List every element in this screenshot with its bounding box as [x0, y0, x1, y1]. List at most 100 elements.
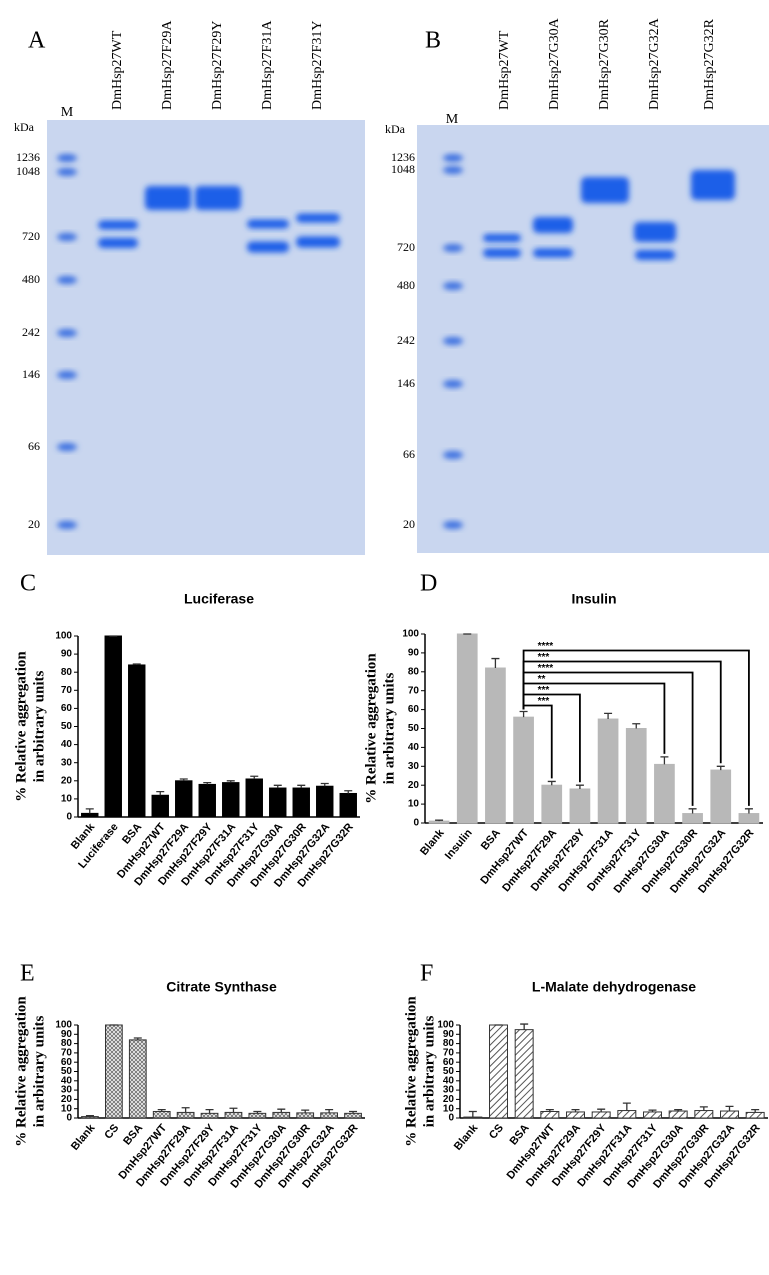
x-tick-label: CS — [102, 1122, 121, 1141]
marker-lane-label: M — [61, 105, 74, 120]
significance-label: ** — [538, 674, 546, 685]
significance-label: **** — [538, 663, 554, 674]
y-axis-label: % Relative aggregation — [363, 653, 379, 804]
significance-label: *** — [538, 696, 550, 707]
panel-letter: C — [20, 571, 36, 597]
error-bar — [85, 1115, 94, 1117]
gel-band — [634, 222, 676, 242]
panel-letter: E — [20, 961, 35, 987]
bar — [296, 1112, 315, 1119]
error-bar — [349, 1110, 358, 1114]
error-bar — [519, 710, 528, 718]
y-tick-label: 50 — [61, 721, 73, 732]
bar — [643, 1111, 662, 1119]
bar — [320, 1112, 338, 1119]
y-tick-label: 100 — [55, 1020, 72, 1031]
error-bar — [229, 1107, 238, 1113]
gel-background — [47, 120, 365, 555]
marker-label: 20 — [28, 517, 40, 531]
marker-label: 242 — [397, 333, 415, 347]
gel-band — [533, 248, 573, 258]
error-bar — [132, 663, 141, 665]
bar — [245, 778, 263, 818]
bar — [104, 635, 122, 818]
significance-bracket — [522, 660, 722, 764]
y-tick-label: 70 — [443, 1048, 455, 1059]
marker-label: 720 — [397, 240, 415, 254]
error-bar — [674, 1108, 683, 1112]
error-bar — [660, 756, 669, 765]
bar — [200, 1112, 219, 1119]
ladder-band — [443, 380, 463, 388]
gel-band — [195, 186, 241, 210]
y-tick-label: 40 — [61, 1075, 73, 1086]
lane-label: DmHsp27F31Y — [310, 21, 325, 110]
bar — [292, 787, 310, 818]
error-bar — [133, 1037, 142, 1040]
bar — [541, 784, 563, 824]
y-tick-label: 20 — [443, 1094, 455, 1105]
ladder-band — [57, 276, 77, 284]
x-tick-label: Insulin — [443, 827, 475, 862]
marker-label: 146 — [397, 376, 415, 390]
gel-band — [145, 186, 191, 210]
marker-label: 480 — [22, 272, 40, 286]
y-tick-label: 20 — [408, 780, 420, 791]
y-tick-label: 50 — [61, 1066, 73, 1077]
ladder-band — [443, 244, 463, 252]
bar — [682, 813, 703, 824]
error-bar — [751, 1108, 760, 1113]
error-bar — [157, 1108, 166, 1112]
error-bar — [203, 781, 212, 785]
marker-label: 1236 — [391, 150, 415, 164]
ladder-band — [57, 329, 77, 337]
bar — [617, 1110, 637, 1119]
bar — [248, 1112, 267, 1119]
y-tick-label: 70 — [408, 685, 420, 696]
bar — [176, 1111, 195, 1119]
chart-title: Citrate Synthase — [166, 979, 277, 995]
y-tick-label: 0 — [413, 818, 419, 829]
gel-band — [635, 250, 675, 260]
marker-label: 1236 — [16, 150, 40, 164]
bar — [128, 664, 146, 818]
y-tick-label: 10 — [408, 799, 420, 810]
y-axis-label: in arbitrary units — [31, 671, 47, 783]
error-bar — [226, 780, 235, 783]
bar — [720, 1110, 739, 1119]
bar — [489, 1024, 508, 1119]
y-tick-label: 80 — [61, 667, 73, 678]
error-bar — [297, 784, 306, 789]
bar — [540, 1110, 560, 1119]
y-tick-label: 80 — [443, 1038, 455, 1049]
ladder-band — [443, 451, 463, 459]
marker-label: 720 — [22, 229, 40, 243]
marker-label: 1048 — [391, 162, 415, 176]
panel-letter: B — [425, 28, 441, 54]
error-bar — [699, 1106, 708, 1111]
bar — [316, 785, 334, 818]
bar — [81, 1116, 99, 1119]
y-tick-label: 10 — [61, 1103, 73, 1114]
ladder-band — [443, 521, 463, 529]
gel-band — [691, 170, 735, 200]
bar — [222, 782, 240, 818]
y-tick-label: 90 — [408, 648, 420, 659]
y-axis-label: in arbitrary units — [381, 673, 397, 785]
ladder-band — [57, 154, 77, 162]
error-bar — [273, 784, 282, 789]
bar — [513, 716, 534, 824]
bar — [105, 1024, 123, 1119]
error-bar — [325, 1108, 334, 1113]
significance-label: *** — [538, 652, 550, 663]
y-tick-label: 20 — [61, 775, 73, 786]
bar — [175, 780, 193, 818]
y-tick-label: 40 — [408, 742, 420, 753]
bar — [710, 769, 732, 824]
bar — [591, 1111, 611, 1119]
error-bar — [744, 808, 753, 814]
bar — [272, 1111, 291, 1119]
bar — [224, 1111, 243, 1119]
error-bar — [156, 791, 165, 796]
